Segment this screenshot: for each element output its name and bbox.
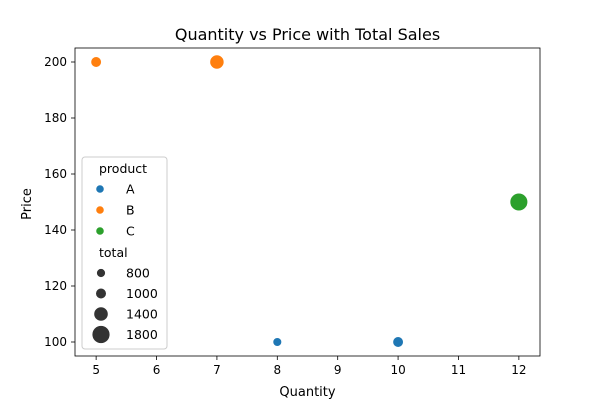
legend-label-a: A xyxy=(126,182,135,197)
y-tick-label: 100 xyxy=(44,335,67,349)
legend-size-marker-1400 xyxy=(93,306,109,322)
x-tick-label: 12 xyxy=(511,363,526,377)
point-b-1 xyxy=(209,54,225,70)
legend-size-label-1800: 1800 xyxy=(126,327,158,342)
legend-box xyxy=(81,156,168,350)
y-tick-label: 160 xyxy=(44,167,67,181)
y-tick-label: 120 xyxy=(44,279,67,293)
y-tick-label: 180 xyxy=(44,111,67,125)
y-tick-label: 200 xyxy=(44,55,67,69)
legend-size-title: total xyxy=(99,245,128,260)
x-tick-label: 11 xyxy=(451,363,466,377)
x-tick-label: 9 xyxy=(334,363,342,377)
plot-area: 5 6 7 8 9 10 11 12 100 120 140 160 180 200 xyxy=(44,47,541,377)
legend-size-label-800: 800 xyxy=(126,266,150,281)
legend-size-marker-1800 xyxy=(91,325,111,344)
point-b-0 xyxy=(90,56,102,68)
x-tick-label: 8 xyxy=(273,363,281,377)
x-tick-label: 7 xyxy=(213,363,221,377)
legend-size-marker-800 xyxy=(96,268,106,278)
legend-marker-c xyxy=(95,226,105,236)
legend-marker-b xyxy=(95,205,105,215)
x-tick-label: 10 xyxy=(390,363,405,377)
x-tick-label: 5 xyxy=(92,363,100,377)
legend-size-label-1000: 1000 xyxy=(126,286,158,301)
legend-size-label-1400: 1400 xyxy=(126,307,158,322)
x-axis-label: Quantity xyxy=(279,385,335,400)
x-tick-label: 6 xyxy=(153,363,161,377)
legend-label-b: B xyxy=(126,203,135,218)
point-a-1 xyxy=(392,336,404,348)
point-a-0 xyxy=(272,337,283,347)
legend-marker-a xyxy=(95,184,105,194)
legend-hue-title: product xyxy=(99,161,147,176)
y-axis-label: Price xyxy=(20,188,35,220)
point-c-0 xyxy=(509,192,529,212)
plot-frame xyxy=(74,47,541,357)
legend-size-marker-1000 xyxy=(95,287,107,300)
chart-title: Quantity vs Price with Total Sales xyxy=(175,25,440,44)
y-tick-label: 140 xyxy=(44,223,67,237)
legend-label-c: C xyxy=(126,224,135,239)
